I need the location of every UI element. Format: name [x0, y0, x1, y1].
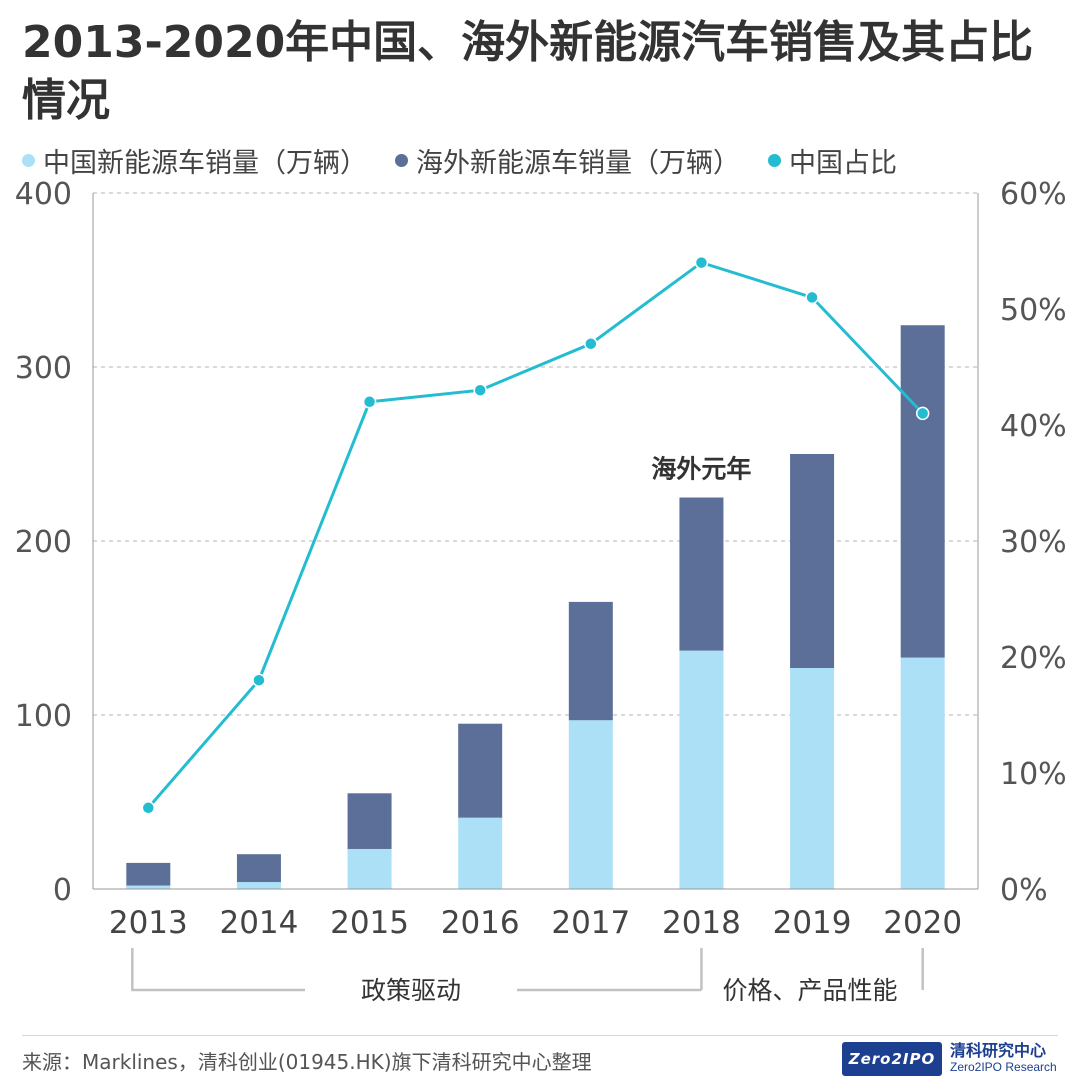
share-line-series: [141, 255, 930, 815]
share-point-2017: [584, 337, 598, 351]
y-right-tick-10pct: 10%: [1000, 757, 1067, 792]
share-point-2019: [805, 290, 819, 305]
share-point-2018: [694, 255, 709, 270]
bar-china-2014: [236, 882, 281, 889]
brand-text: 清科研究中心 Zero2IPO Research: [950, 1042, 1057, 1076]
y-right-tick-20pct: 20%: [1000, 641, 1067, 676]
chart-title: 2013-2020年中国、海外新能源汽车销售及其占比情况: [22, 17, 1034, 126]
brand-logo: Zero2IPO: [842, 1042, 942, 1076]
y-left-tick-200: 200: [15, 525, 72, 560]
bar-overseas-2015: [347, 793, 392, 849]
legend-label-china-sales: 中国新能源车销量（万辆）: [43, 147, 367, 179]
grid-lines: [93, 192, 978, 716]
bar-overseas-2014: [236, 854, 281, 883]
share-point-2014: [252, 673, 266, 687]
x-tick-2020: 2020: [883, 905, 962, 941]
bar-china-2017: [568, 720, 613, 889]
x-tick-2013: 2013: [109, 905, 188, 941]
legend-item-china-sales: 中国新能源车销量（万辆）: [22, 141, 367, 180]
bar-china-2018: [679, 650, 724, 889]
legend-label-china-share: 中国占比: [789, 147, 897, 179]
x-tick-2014: 2014: [219, 905, 298, 941]
legend-item-overseas-sales: 海外新能源车销量（万辆）: [395, 141, 740, 180]
x-tick-2019: 2019: [773, 905, 852, 941]
share-point-2013: [141, 801, 156, 815]
bar-china-2020: [900, 657, 945, 889]
share-line: [147, 260, 924, 809]
bar-overseas-2016: [458, 723, 503, 818]
legend-swatch-overseas-sales: [395, 153, 408, 167]
phase-bracket-policy-left: [131, 948, 305, 992]
brand-name-cn: 清科研究中心: [950, 1041, 1047, 1060]
y-left-tick-400: 400: [15, 177, 72, 212]
phase-label-policy: 政策驱动: [361, 976, 461, 1005]
bar-china-2016: [458, 817, 503, 889]
phase-label-price-performance: 价格、产品性能: [722, 976, 897, 1005]
share-point-2020: [915, 406, 930, 421]
legend-swatch-china-share: [768, 153, 781, 167]
bar-series: [126, 325, 945, 889]
share-point-2016: [473, 383, 487, 397]
bar-china-2013: [126, 885, 171, 889]
x-tick-2017: 2017: [551, 905, 630, 941]
y-left-tick-100: 100: [15, 699, 72, 734]
chart-svg: 0 100 200 300 400 0% 10% 20% 30% 40% 50% 60% 2013 201…: [15, 177, 1067, 1005]
legend-label-overseas-sales: 海外新能源车销量（万辆）: [416, 147, 740, 179]
y-right-tick-60pct: 60%: [1000, 177, 1067, 212]
legend-swatch-china-sales: [22, 153, 35, 167]
y-right-tick-50pct: 50%: [1000, 293, 1067, 328]
legend-item-china-share: 中国占比: [768, 141, 897, 180]
x-tick-2015: 2015: [330, 905, 409, 941]
y-right-tick-0pct: 0%: [1000, 873, 1048, 908]
bar-overseas-2018: [679, 497, 724, 651]
bar-overseas-2017: [568, 601, 613, 721]
x-tick-2018: 2018: [662, 905, 741, 941]
y-right-tick-40pct: 40%: [1000, 409, 1067, 444]
bar-overseas-2020: [900, 325, 945, 658]
y-left-tick-300: 300: [15, 351, 72, 386]
footer-divider: [22, 1035, 1058, 1036]
legend: 中国新能源车销量（万辆） 海外新能源车销量（万辆） 中国占比: [22, 140, 925, 180]
brand-name-en: Zero2IPO Research: [950, 1060, 1057, 1074]
y-right-tick-30pct: 30%: [1000, 525, 1067, 560]
x-tick-2016: 2016: [441, 905, 520, 941]
y-left-tick-0: 0: [53, 873, 72, 908]
axes: 0 100 200 300 400 0% 10% 20% 30% 40% 50% 60% 2013 201…: [15, 177, 1067, 941]
bar-overseas-2019: [790, 454, 835, 669]
share-point-2015: [362, 395, 377, 409]
bar-china-2015: [347, 848, 392, 889]
source-note: 来源：Marklines，清科创业(01945.HK)旗下清科研究中心整理: [22, 1050, 592, 1074]
bar-china-2019: [790, 668, 835, 889]
bar-overseas-2013: [126, 862, 171, 886]
annotation-overseas-year: 海外元年: [651, 455, 751, 484]
brand: Zero2IPO 清科研究中心 Zero2IPO Research: [842, 1042, 1057, 1076]
